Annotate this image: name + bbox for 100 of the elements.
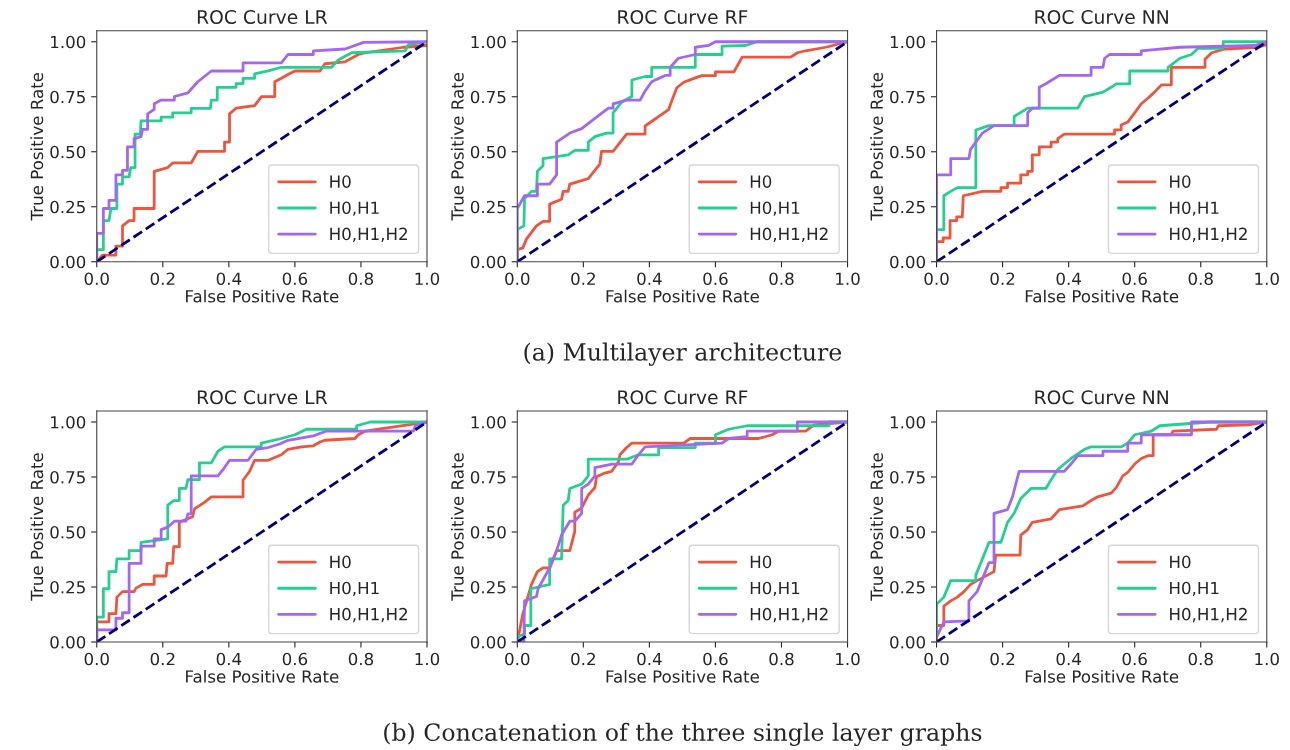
- y-tick-label: 0.25: [470, 200, 506, 214]
- x-tick-label: 0.2: [571, 652, 595, 666]
- x-tick-label: 0.0: [924, 272, 949, 286]
- y-tick-label: 0.50: [470, 525, 506, 539]
- legend-label: H0,H1,H2: [1170, 227, 1247, 242]
- x-tick-label: 0.6: [1122, 272, 1147, 286]
- x-tick-label: 1.0: [836, 652, 860, 666]
- x-tick-label: 0.4: [216, 272, 242, 286]
- legend-label: H0,H1,H2: [1170, 607, 1247, 623]
- x-tick-label: 0.8: [348, 652, 374, 666]
- y-tick-label: 0.00: [470, 255, 506, 269]
- y-tick-label: 1.00: [890, 415, 926, 429]
- chart-title: ROC Curve LR: [197, 390, 328, 405]
- legend-label: H0,H1,H2: [330, 607, 407, 623]
- y-axis-title: True Positive Rate: [870, 453, 884, 601]
- x-tick-label: 0.6: [703, 272, 728, 286]
- x-tick-label: 1.0: [1255, 652, 1279, 666]
- x-axis-title: False Positive Rate: [606, 669, 759, 683]
- x-axis-title: False Positive Rate: [186, 289, 339, 303]
- y-tick-label: 0.75: [890, 90, 925, 104]
- y-tick-label: 1.00: [51, 35, 86, 49]
- chart-title: ROC Curve NN: [1035, 9, 1168, 25]
- x-tick-label: 0.2: [150, 652, 175, 666]
- chart-title: ROC Curve NN: [1035, 390, 1168, 405]
- legend-label: H0: [1170, 175, 1191, 188]
- x-tick-label: 0.6: [1122, 652, 1147, 666]
- y-tick-label: 0.25: [50, 580, 85, 594]
- y-tick-label: 0.75: [470, 470, 506, 484]
- x-tick-label: 0.4: [1056, 652, 1081, 666]
- y-tick-label: 0.50: [890, 525, 926, 539]
- x-tick-label: 0.0: [505, 272, 530, 286]
- y-tick-label: 0.75: [50, 90, 85, 104]
- x-tick-label: 0.6: [282, 272, 308, 286]
- x-tick-label: 1.0: [415, 652, 440, 666]
- y-tick-label: 0.50: [50, 525, 86, 539]
- legend-label: H0: [330, 555, 351, 569]
- y-axis-title: True Positive Rate: [30, 453, 44, 601]
- text: (a) Multilayer architecture: [524, 342, 842, 366]
- legend-label: H0,H1: [330, 201, 379, 216]
- x-tick-label: 0.2: [990, 272, 1015, 286]
- y-tick-label: 0.50: [470, 145, 506, 159]
- x-axis-title: False Positive Rate: [186, 669, 339, 683]
- legend-label: H0,H1: [1170, 201, 1219, 216]
- x-tick-label: 0.2: [150, 272, 175, 286]
- chart-title: ROC Curve LR: [197, 9, 328, 25]
- legend-label: H0: [330, 175, 351, 188]
- x-tick-label: 0.0: [84, 272, 109, 286]
- x-tick-label: 0.4: [216, 652, 242, 666]
- x-tick-label: 0.0: [924, 652, 949, 666]
- y-axis-title: True Positive Rate: [450, 72, 464, 221]
- y-tick-label: 0.50: [890, 145, 926, 159]
- legend-label: H0: [750, 555, 772, 569]
- legend-label: H0,H1: [750, 581, 800, 597]
- legend-label: H0,H1: [1170, 581, 1219, 597]
- y-tick-label: 1.00: [51, 415, 86, 429]
- legend-label: H0,H1,H2: [750, 227, 828, 242]
- x-tick-label: 0.2: [990, 652, 1015, 666]
- x-tick-label: 1.0: [1255, 272, 1279, 286]
- x-axis-title: False Positive Rate: [606, 289, 759, 303]
- y-axis-title: True Positive Rate: [870, 72, 884, 221]
- x-tick-label: 0.4: [637, 652, 662, 666]
- y-tick-label: 0.25: [890, 200, 925, 214]
- y-tick-label: 0.00: [890, 635, 926, 649]
- y-tick-label: 0.25: [890, 580, 925, 594]
- y-tick-label: 0.25: [470, 580, 506, 594]
- x-tick-label: 1.0: [836, 272, 860, 286]
- x-axis-title: False Positive Rate: [1025, 289, 1179, 303]
- legend-label: H0: [750, 175, 772, 188]
- chart-title: ROC Curve RF: [618, 9, 748, 25]
- x-tick-label: 0.8: [348, 272, 374, 286]
- x-tick-label: 0.6: [282, 652, 308, 666]
- chart-title: ROC Curve RF: [618, 390, 748, 405]
- y-tick-label: 0.75: [890, 470, 925, 484]
- y-axis-title: True Positive Rate: [30, 72, 44, 221]
- y-tick-label: 0.00: [890, 255, 926, 269]
- legend-label: H0,H1: [330, 581, 379, 597]
- x-tick-label: 0.2: [571, 272, 595, 286]
- legend-label: H0,H1,H2: [750, 607, 828, 623]
- y-tick-label: 0.75: [470, 90, 506, 104]
- y-tick-label: 0.00: [50, 255, 86, 269]
- y-tick-label: 0.75: [50, 470, 85, 484]
- x-tick-label: 0.8: [769, 272, 794, 286]
- y-tick-label: 1.00: [890, 35, 926, 49]
- x-tick-label: 1.0: [415, 272, 440, 286]
- x-tick-label: 0.8: [1188, 652, 1213, 666]
- x-tick-label: 0.4: [637, 272, 662, 286]
- y-tick-label: 0.00: [50, 635, 86, 649]
- y-tick-label: 0.50: [50, 145, 86, 159]
- y-axis-title: True Positive Rate: [450, 453, 464, 601]
- y-tick-label: 1.00: [471, 35, 506, 49]
- x-tick-label: 0.8: [1188, 272, 1213, 286]
- legend-label: H0,H1,H2: [330, 227, 407, 242]
- x-tick-label: 0.0: [505, 652, 530, 666]
- y-tick-label: 1.00: [471, 415, 506, 429]
- legend-label: H0,H1: [750, 201, 800, 216]
- legend-label: H0: [1170, 555, 1191, 569]
- x-tick-label: 0.0: [84, 652, 109, 666]
- y-tick-label: 0.25: [50, 200, 85, 214]
- text: (b) Concatenation of the three single layer graphs: [384, 722, 982, 746]
- x-tick-label: 0.8: [769, 652, 794, 666]
